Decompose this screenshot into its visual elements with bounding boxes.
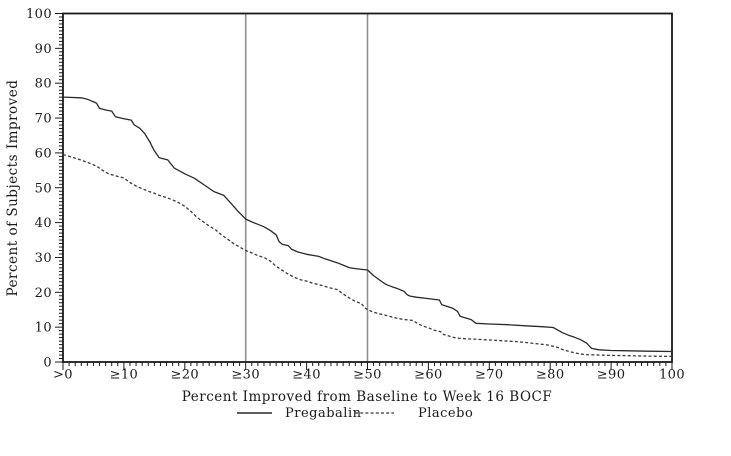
x-tick-label: 100 (659, 368, 685, 383)
y-tick-label: 30 (35, 251, 52, 266)
y-tick-label: 80 (35, 77, 52, 92)
x-tick-label: ≥60 (414, 368, 443, 383)
y-tick-label: 40 (35, 216, 52, 231)
y-tick-label: 0 (43, 356, 52, 371)
legend: Pregabalin Placebo (237, 406, 473, 421)
y-tick-label: 50 (35, 181, 52, 196)
curve-placebo (62, 153, 673, 358)
y-tick-label: 20 (35, 286, 52, 301)
x-axis-title: Percent Improved from Baseline to Week 1… (182, 389, 552, 405)
y-tick-label: 100 (26, 7, 52, 22)
y-tick-label: 10 (35, 321, 52, 336)
reference-lines-layer (244, 13, 369, 362)
legend-label-placebo: Placebo (418, 406, 473, 421)
x-tick-label: ≥40 (292, 368, 321, 383)
tick-labels-layer: >0 ≥10 ≥20 ≥30 ≥40 ≥50 ≥60 ≥70 ≥80 ≥90 100 0 10 20 30 4… (26, 7, 685, 383)
legend-label-pregabalin: Pregabalin (285, 406, 362, 421)
x-tick-label: ≥90 (597, 368, 626, 383)
ticks-layer (55, 13, 673, 370)
x-tick-label: >0 (53, 368, 73, 383)
legend-item-placebo: Placebo (355, 406, 473, 421)
y-axis-title: Percent of Subjects Improved (5, 80, 21, 297)
curve-pregabalin (62, 96, 673, 353)
legend-item-pregabalin: Pregabalin (237, 406, 362, 421)
x-tick-label: ≥50 (353, 368, 382, 383)
data-series-layer (62, 96, 673, 358)
y-tick-label: 90 (35, 42, 52, 57)
y-tick-label: 60 (35, 146, 52, 161)
x-tick-label: ≥70 (475, 368, 504, 383)
x-tick-label: ≥20 (170, 368, 199, 383)
x-tick-label: ≥80 (536, 368, 565, 383)
x-tick-label: ≥30 (231, 368, 260, 383)
y-tick-label: 70 (35, 112, 52, 127)
x-tick-label: ≥10 (110, 368, 139, 383)
